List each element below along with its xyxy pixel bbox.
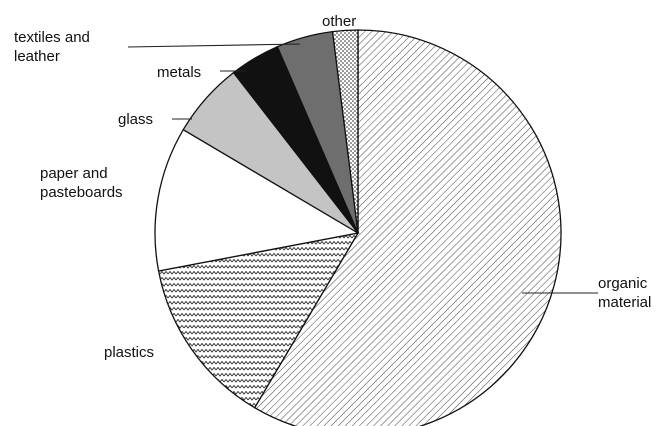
slice-label-other: other bbox=[322, 13, 356, 30]
pie-slice-paper-and-pasteboards bbox=[154, 128, 360, 272]
slice-label-paper-and-pasteboards: paper and pasteboards bbox=[40, 165, 123, 201]
leader-lines bbox=[127, 43, 598, 294]
slice-label-metals: metals bbox=[157, 64, 201, 81]
slice-labels: organic material plastics paper and pasteboa… bbox=[14, 13, 651, 361]
pie-slice-plastics bbox=[157, 232, 360, 409]
slice-label-organic-material: organic material bbox=[598, 275, 651, 311]
slice-label-textiles-and-leather: textiles and leather bbox=[14, 29, 90, 65]
slice-label-glass: glass bbox=[118, 111, 153, 128]
pie-slice-other bbox=[331, 29, 359, 234]
pie-slice-organic-material bbox=[253, 29, 562, 426]
leader-line-textiles-and-leather bbox=[127, 43, 301, 48]
pie-slices bbox=[154, 29, 562, 426]
slice-label-plastics: plastics bbox=[104, 344, 154, 361]
